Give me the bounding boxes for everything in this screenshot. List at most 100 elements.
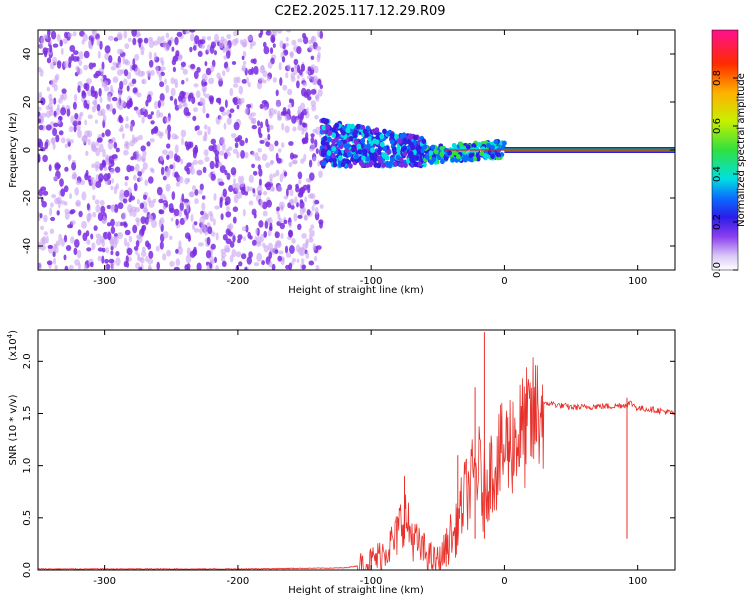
noise-point [113, 235, 117, 245]
noise-point [42, 47, 48, 55]
noise-point [193, 83, 199, 88]
noise-point [315, 148, 319, 155]
noise-point [268, 261, 273, 268]
noise-point [165, 183, 171, 192]
noise-point [92, 30, 96, 35]
noise-point [174, 144, 179, 154]
noise-point [175, 258, 181, 266]
noise-point [186, 111, 191, 116]
noise-point [108, 258, 115, 264]
noise-point [68, 154, 71, 162]
noise-point [178, 54, 183, 60]
noise-point [64, 166, 69, 172]
noise-point [166, 249, 172, 257]
noise-point [81, 191, 87, 201]
noise-point [296, 80, 300, 89]
noise-point [319, 221, 323, 229]
noise-point [169, 260, 175, 267]
noise-point [79, 111, 84, 117]
noise-point [223, 122, 227, 130]
noise-point [141, 79, 145, 85]
noise-point [210, 64, 215, 73]
noise-point [301, 264, 307, 270]
noise-point [243, 236, 246, 241]
noise-point [116, 32, 123, 41]
noise-point [68, 264, 74, 270]
noise-point [140, 216, 146, 225]
noise-point [110, 84, 113, 92]
noise-point [97, 255, 102, 262]
noise-point [288, 98, 293, 104]
noise-point [277, 255, 283, 262]
noise-point [131, 209, 137, 218]
noise-point [222, 70, 226, 77]
noise-point [122, 221, 127, 227]
noise-point [221, 142, 226, 151]
noise-point [126, 241, 130, 248]
noise-point [148, 59, 154, 68]
noise-point [265, 162, 271, 168]
noise-point [187, 235, 191, 242]
noise-point [165, 84, 170, 94]
noise-point [52, 56, 58, 65]
noise-point [236, 191, 243, 199]
noise-point [210, 243, 216, 250]
noise-point [68, 126, 74, 133]
noise-point [252, 150, 255, 157]
noise-point [225, 99, 228, 108]
noise-point [87, 114, 93, 119]
noise-point [148, 51, 152, 60]
noise-point [197, 130, 203, 136]
noise-point [158, 209, 163, 215]
noise-point [239, 181, 245, 188]
noise-point [49, 62, 55, 70]
noise-point [281, 257, 285, 263]
noise-point [199, 44, 206, 49]
noise-point [82, 33, 88, 42]
noise-point [306, 75, 313, 80]
noise-point [77, 120, 82, 126]
noise-point [169, 164, 174, 170]
noise-point [312, 243, 316, 251]
noise-point [230, 167, 237, 176]
noise-point [278, 217, 283, 224]
noise-point [128, 197, 132, 203]
noise-point [162, 175, 167, 181]
noise-point [262, 242, 266, 248]
noise-point [153, 52, 157, 61]
colorbar-tick-label: 0.0 [712, 262, 723, 278]
noise-point [69, 210, 75, 215]
noise-point [317, 30, 321, 38]
noise-point [52, 257, 57, 265]
snr-marks [38, 332, 675, 570]
noise-point [201, 202, 206, 211]
noise-point [45, 110, 52, 119]
noise-point [309, 44, 314, 51]
noise-point [305, 240, 309, 249]
noise-point [297, 38, 303, 43]
noise-point [283, 219, 288, 224]
noise-point [101, 255, 105, 264]
noise-point [248, 251, 253, 259]
noise-point [238, 175, 242, 184]
noise-point [219, 199, 223, 209]
signal-point [394, 134, 399, 140]
noise-point [159, 93, 165, 102]
noise-point [216, 144, 221, 152]
noise-point [194, 35, 200, 45]
noise-point [225, 205, 231, 212]
noise-point [280, 204, 284, 210]
noise-point [282, 84, 288, 91]
noise-point [40, 225, 45, 231]
noise-point [73, 247, 78, 256]
noise-point [312, 156, 317, 162]
noise-point [38, 66, 42, 73]
noise-point [267, 61, 273, 69]
signal-point [347, 151, 352, 158]
noise-point [299, 201, 305, 209]
noise-point [226, 34, 232, 40]
signal-point [486, 142, 491, 149]
noise-point [202, 166, 207, 174]
signal-point [462, 156, 468, 162]
signal-point [343, 143, 349, 149]
